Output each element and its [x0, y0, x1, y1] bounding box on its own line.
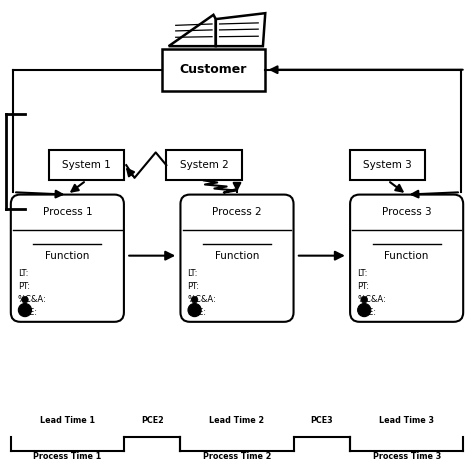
Circle shape [18, 303, 32, 317]
Circle shape [361, 296, 367, 303]
Text: PT:: PT: [188, 282, 200, 291]
Text: Process Time 3: Process Time 3 [373, 452, 441, 461]
Text: PCE2: PCE2 [141, 417, 164, 426]
Text: Process Time 1: Process Time 1 [33, 452, 101, 461]
Text: %C&A:: %C&A: [188, 295, 216, 304]
Text: System 1: System 1 [62, 160, 110, 170]
Text: Process 2: Process 2 [212, 208, 262, 218]
FancyBboxPatch shape [181, 195, 293, 322]
Text: Lead Time 1: Lead Time 1 [40, 417, 95, 426]
Text: Function: Function [384, 251, 429, 261]
Text: PCE3: PCE3 [310, 417, 333, 426]
Bar [166, 150, 242, 181]
Text: %C&A:: %C&A: [357, 295, 386, 304]
Text: PCE:: PCE: [188, 309, 207, 318]
Circle shape [191, 296, 198, 303]
Text: LT:: LT: [357, 269, 367, 278]
Text: Lead Time 3: Lead Time 3 [379, 417, 434, 426]
Text: PT:: PT: [357, 282, 369, 291]
Circle shape [357, 303, 371, 317]
Text: Process 3: Process 3 [382, 208, 431, 218]
Text: System 2: System 2 [180, 160, 228, 170]
FancyBboxPatch shape [11, 195, 124, 322]
Text: LT:: LT: [18, 269, 28, 278]
Text: PCE:: PCE: [357, 309, 376, 318]
Text: Lead Time 2: Lead Time 2 [210, 417, 264, 426]
Text: PCE:: PCE: [18, 309, 37, 318]
Text: Process 1: Process 1 [43, 208, 92, 218]
Text: Function: Function [45, 251, 90, 261]
Text: Process Time 2: Process Time 2 [203, 452, 271, 461]
FancyBboxPatch shape [350, 195, 463, 322]
Text: %C&A:: %C&A: [18, 295, 46, 304]
Text: LT:: LT: [188, 269, 198, 278]
Text: System 3: System 3 [364, 160, 412, 170]
Bar [162, 48, 265, 91]
Text: Function: Function [215, 251, 259, 261]
Circle shape [22, 296, 28, 303]
Bar [350, 150, 426, 181]
Bar [48, 150, 124, 181]
Text: PT:: PT: [18, 282, 30, 291]
Text: Customer: Customer [180, 63, 247, 76]
Circle shape [188, 303, 201, 317]
